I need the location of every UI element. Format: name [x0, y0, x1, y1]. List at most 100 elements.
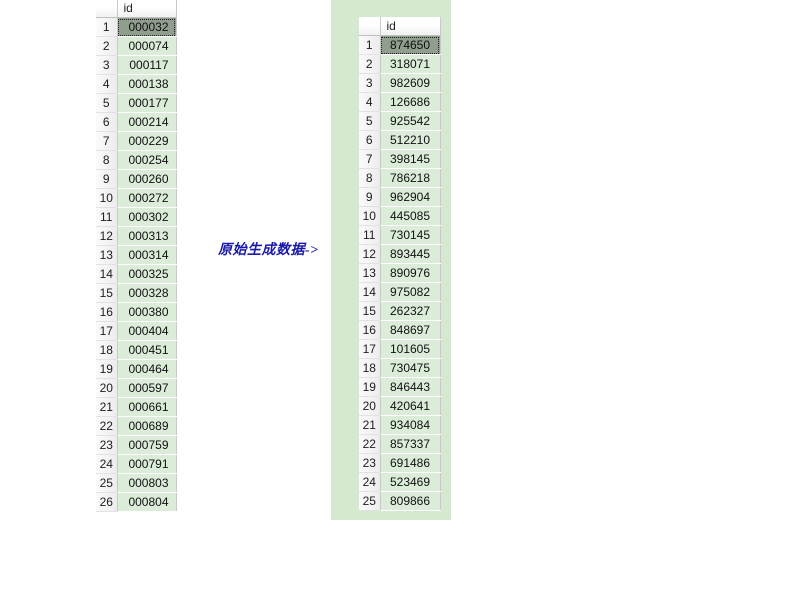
sorted-id-result-grid[interactable]: id 1 000032 2 000074 3 000117 4 000138 5 000177 6 0… [96, 0, 177, 512]
row-number-cell[interactable]: 8 [359, 168, 381, 188]
row-number-cell[interactable]: 9 [359, 187, 381, 207]
id-cell[interactable]: 000177 [117, 93, 177, 113]
id-cell[interactable]: 000380 [117, 302, 177, 322]
id-cell[interactable]: 101605 [380, 339, 441, 359]
row-number-cell[interactable]: 23 [96, 435, 118, 455]
id-cell[interactable]: 000117 [117, 55, 177, 75]
row-number-cell[interactable]: 15 [96, 283, 118, 303]
table-row[interactable]: 2 318071 [359, 54, 441, 74]
id-cell[interactable]: 000302 [117, 207, 177, 227]
row-number-cell[interactable]: 11 [359, 225, 381, 245]
table-row[interactable]: 3 982609 [359, 73, 441, 93]
table-row[interactable]: 13 890976 [359, 263, 441, 283]
table-row[interactable]: 6 000214 [96, 112, 177, 132]
row-number-cell[interactable]: 1 [96, 17, 118, 37]
table-row[interactable]: 23 691486 [359, 453, 441, 473]
id-cell[interactable]: 848697 [380, 320, 441, 340]
table-row[interactable]: 11 000302 [96, 207, 177, 227]
table-row[interactable]: 25 809866 [359, 491, 441, 511]
row-number-cell[interactable]: 25 [359, 491, 381, 511]
row-number-cell[interactable]: 22 [359, 434, 381, 454]
row-number-cell[interactable]: 13 [96, 245, 118, 265]
id-cell[interactable]: 809866 [380, 491, 441, 511]
row-number-cell[interactable]: 3 [96, 55, 118, 75]
id-cell[interactable]: 000661 [117, 397, 177, 417]
table-row[interactable]: 20 000597 [96, 378, 177, 398]
table-row[interactable]: 4 000138 [96, 74, 177, 94]
id-cell[interactable]: 318071 [380, 54, 441, 74]
id-cell[interactable]: 000759 [117, 435, 177, 455]
row-number-cell[interactable]: 12 [96, 226, 118, 246]
id-cell[interactable]: 000229 [117, 131, 177, 151]
id-cell[interactable]: 000791 [117, 454, 177, 474]
row-number-cell[interactable]: 18 [96, 340, 118, 360]
id-cell[interactable]: 934084 [380, 415, 441, 435]
table-row[interactable]: 20 420641 [359, 396, 441, 416]
row-number-cell[interactable]: 4 [359, 92, 381, 112]
id-cell[interactable]: 786218 [380, 168, 441, 188]
id-cell[interactable]: 512210 [380, 130, 441, 150]
row-number-cell[interactable]: 14 [359, 282, 381, 302]
table-row[interactable]: 4 126686 [359, 92, 441, 112]
table-row[interactable]: 9 000260 [96, 169, 177, 189]
id-cell[interactable]: 000214 [117, 112, 177, 132]
row-number-cell[interactable]: 25 [96, 473, 118, 493]
table-row[interactable]: 8 786218 [359, 168, 441, 188]
row-number-cell[interactable]: 11 [96, 207, 118, 227]
table-row[interactable]: 14 000325 [96, 264, 177, 284]
row-number-cell[interactable]: 5 [359, 111, 381, 131]
id-cell[interactable]: 000689 [117, 416, 177, 436]
row-number-cell[interactable]: 23 [359, 453, 381, 473]
id-cell[interactable]: 000254 [117, 150, 177, 170]
id-cell[interactable]: 000325 [117, 264, 177, 284]
id-cell[interactable]: 000464 [117, 359, 177, 379]
table-row[interactable]: 16 848697 [359, 320, 441, 340]
table-row[interactable]: 13 000314 [96, 245, 177, 265]
row-number-cell[interactable]: 4 [96, 74, 118, 94]
table-row[interactable]: 24 000791 [96, 454, 177, 474]
id-cell[interactable]: 000451 [117, 340, 177, 360]
id-cell[interactable]: 857337 [380, 434, 441, 454]
id-cell[interactable]: 962904 [380, 187, 441, 207]
id-cell[interactable]: 000404 [117, 321, 177, 341]
id-cell[interactable]: 730475 [380, 358, 441, 378]
table-row[interactable]: 16 000380 [96, 302, 177, 322]
table-row[interactable]: 24 523469 [359, 472, 441, 492]
row-number-cell[interactable]: 15 [359, 301, 381, 321]
row-number-cell[interactable]: 26 [96, 492, 118, 512]
id-cell[interactable]: 982609 [380, 73, 441, 93]
row-number-cell[interactable]: 22 [96, 416, 118, 436]
row-number-cell[interactable]: 13 [359, 263, 381, 283]
row-number-cell[interactable]: 2 [96, 36, 118, 56]
table-row[interactable]: 2 000074 [96, 36, 177, 56]
table-row[interactable]: 22 857337 [359, 434, 441, 454]
id-cell[interactable]: 262327 [380, 301, 441, 321]
id-cell[interactable]: 000597 [117, 378, 177, 398]
table-row[interactable]: 18 730475 [359, 358, 441, 378]
row-number-cell[interactable]: 3 [359, 73, 381, 93]
table-row[interactable]: 9 962904 [359, 187, 441, 207]
table-row[interactable]: 7 398145 [359, 149, 441, 169]
row-number-cell[interactable]: 1 [359, 35, 381, 55]
row-number-cell[interactable]: 6 [96, 112, 118, 132]
table-row[interactable]: 15 262327 [359, 301, 441, 321]
right-grid-select-all-corner[interactable] [359, 17, 381, 36]
id-cell[interactable]: 893445 [380, 244, 441, 264]
table-row[interactable]: 3 000117 [96, 55, 177, 75]
row-number-cell[interactable]: 2 [359, 54, 381, 74]
row-number-cell[interactable]: 14 [96, 264, 118, 284]
row-number-cell[interactable]: 17 [96, 321, 118, 341]
table-row[interactable]: 6 512210 [359, 130, 441, 150]
table-row[interactable]: 14 975082 [359, 282, 441, 302]
id-cell[interactable]: 000803 [117, 473, 177, 493]
row-number-cell[interactable]: 16 [359, 320, 381, 340]
right-grid-column-header-id[interactable]: id [380, 17, 441, 36]
table-row[interactable]: 12 000313 [96, 226, 177, 246]
id-cell[interactable]: 420641 [380, 396, 441, 416]
table-row[interactable]: 5 000177 [96, 93, 177, 113]
row-number-cell[interactable]: 24 [96, 454, 118, 474]
row-number-cell[interactable]: 6 [359, 130, 381, 150]
row-number-cell[interactable]: 18 [359, 358, 381, 378]
id-cell[interactable]: 126686 [380, 92, 441, 112]
id-cell[interactable]: 000314 [117, 245, 177, 265]
